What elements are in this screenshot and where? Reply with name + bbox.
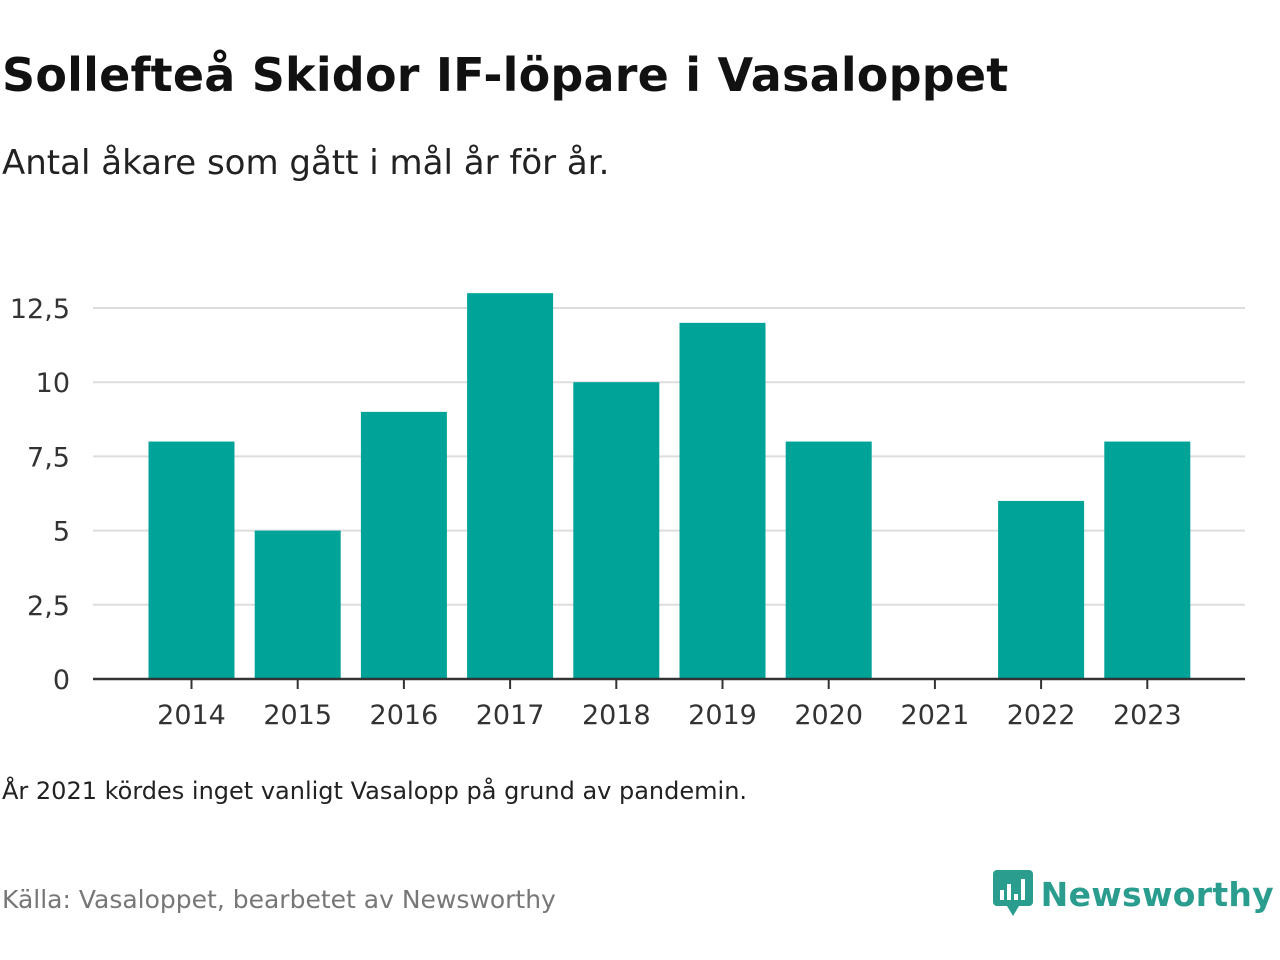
bar-2019 [679, 322, 766, 679]
newsworthy-logo: Newsworthy [992, 870, 1274, 918]
bar-chart: 0 2,5 5 7,5 10 12,5 2014 2015 2016 2017 2018 2019 20… [10, 293, 1245, 731]
bar-2016 [360, 411, 447, 679]
x-tick-label: 2023 [1113, 700, 1182, 731]
y-tick-label: 2,5 [27, 591, 70, 622]
y-tick-label: 10 [36, 368, 70, 399]
x-tick-label: 2019 [688, 700, 757, 731]
bar-2014 [148, 441, 235, 679]
x-tick-label: 2016 [370, 700, 439, 731]
x-tick-label: 2021 [901, 700, 970, 731]
newsworthy-logo-icon [992, 870, 1033, 916]
x-tick-label: 2017 [476, 700, 545, 731]
chart-note: År 2021 kördes inget vanligt Vasalopp på… [2, 777, 748, 805]
chart-title: Sollefteå Skidor IF-löpare i Vasaloppet [2, 48, 1009, 102]
axes: 0 2,5 5 7,5 10 12,5 2014 2015 2016 2017 2018 2019 20… [10, 294, 1245, 731]
brand-name: Newsworthy [1040, 874, 1274, 914]
bar-2022 [998, 500, 1085, 679]
bar-2015 [254, 530, 341, 679]
bar-2020 [785, 441, 872, 679]
bar-2017 [467, 293, 554, 679]
x-tick-label: 2015 [263, 700, 332, 731]
x-tick-label: 2022 [1007, 700, 1076, 731]
y-tick-label: 0 [53, 665, 70, 696]
y-tick-label: 7,5 [27, 442, 70, 473]
x-tick-label: 2020 [794, 700, 863, 731]
bars [148, 293, 1191, 679]
x-tick-label: 2014 [157, 700, 226, 731]
source-text: Källa: Vasaloppet, bearbetet av Newswort… [2, 885, 556, 914]
chart-subtitle: Antal åkare som gått i mål år för år. [2, 143, 610, 183]
x-tick-label: 2018 [582, 700, 651, 731]
y-tick-label: 12,5 [10, 294, 70, 325]
bar-2023 [1104, 441, 1191, 679]
bar-2018 [573, 382, 660, 679]
y-tick-label: 5 [53, 517, 70, 548]
